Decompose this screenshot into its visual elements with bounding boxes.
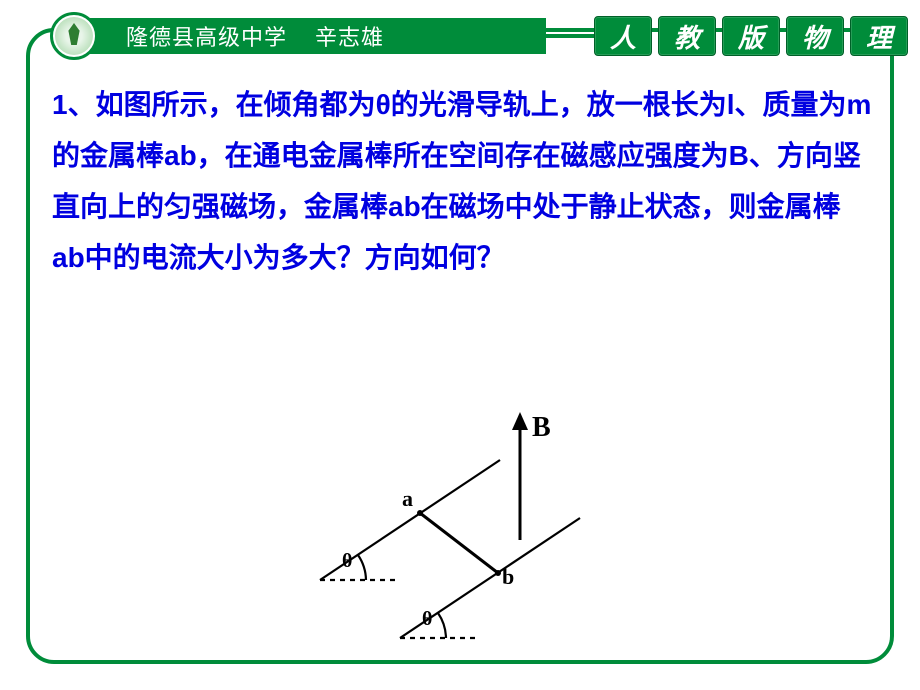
title-box-0: 人 xyxy=(594,16,652,56)
node-b-dot xyxy=(495,570,501,576)
title-box-1: 教 xyxy=(658,16,716,56)
logo-tree-icon xyxy=(55,17,93,55)
title-box-3: 物 xyxy=(786,16,844,56)
label-b: b xyxy=(502,564,514,590)
label-theta-right: θ xyxy=(422,608,432,631)
school-logo xyxy=(50,12,98,60)
author-name: 辛志雄 xyxy=(315,20,384,52)
arc-theta-left xyxy=(358,555,366,580)
header-connector-line xyxy=(546,34,594,38)
header-bar: 隆德县高级中学 辛志雄 xyxy=(76,18,546,54)
rod-ab xyxy=(420,513,498,573)
problem-text: 1、如图所示，在倾角都为θ的光滑导轨上，放一根长为l、质量为m的金属棒ab，在通… xyxy=(52,80,872,284)
node-a-dot xyxy=(417,510,423,516)
title-box-4: 理 xyxy=(850,16,908,56)
label-a: a xyxy=(402,486,413,512)
label-B: B xyxy=(532,412,551,444)
label-theta-left: θ xyxy=(342,550,352,573)
diagram-svg xyxy=(300,400,620,660)
arc-theta-right xyxy=(438,613,446,638)
title-box-2: 版 xyxy=(722,16,780,56)
school-name: 隆德县高级中学 xyxy=(126,20,287,52)
subject-title-boxes: 人 教 版 物 理 xyxy=(594,16,908,56)
arrow-B-head xyxy=(512,412,528,430)
physics-diagram: B a b θ θ xyxy=(300,400,620,660)
